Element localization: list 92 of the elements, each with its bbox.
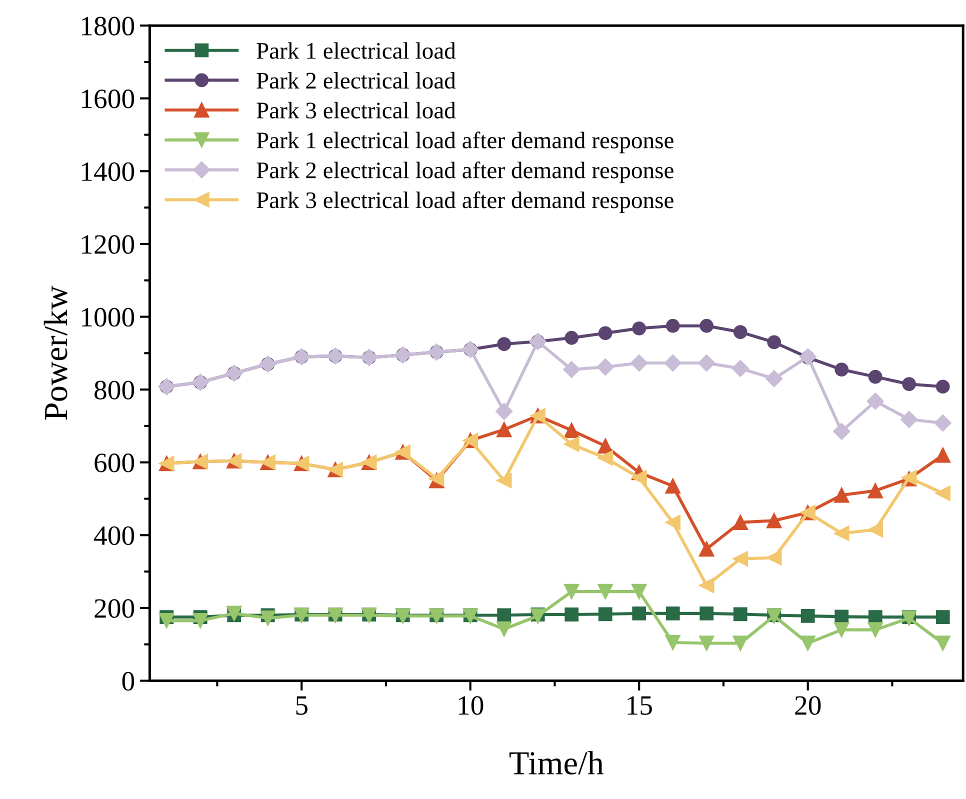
x-axis-title: Time/h [509,751,604,775]
point [598,584,613,600]
point [564,608,579,622]
point [698,578,714,594]
point [902,377,916,392]
point [834,487,850,503]
point [564,584,580,600]
y-tick-label: 1800 [82,16,134,36]
point [158,613,174,628]
y-tick-label: 400 [94,526,134,546]
point [564,422,580,438]
point [192,613,208,628]
point [496,621,512,637]
x-tick-label: 10 [458,696,484,715]
point [800,636,816,651]
point [664,354,682,372]
point [834,526,850,541]
point [868,370,882,384]
point [766,512,782,528]
y-axis-title: Power/kw [44,286,68,420]
point [631,470,647,486]
y-tick-label: 1200 [82,235,134,254]
point [935,447,950,463]
point [900,410,918,428]
point [598,450,613,466]
y-tick-label: 200 [94,599,134,618]
point [632,321,646,336]
x-tick-label: 15 [628,696,652,715]
y-tick-label: 0 [122,672,134,691]
legend-label: Park 2 electrical load [256,72,456,89]
point [700,606,714,620]
x-tick-label: 20 [795,696,821,715]
point [833,422,850,440]
point [497,337,512,352]
point [732,514,748,530]
y-tick-label: 800 [94,380,134,400]
point [260,610,276,626]
point [665,634,680,650]
legend-label: Park 2 electrical load after demand response [256,161,674,184]
point [866,392,884,410]
point [698,636,714,651]
legend-label: Park 1 electrical load after demand response [256,132,674,154]
y-tick-label: 1600 [82,90,134,108]
point [732,551,748,566]
point [665,478,680,494]
point [733,607,748,622]
point [598,607,612,622]
point [698,541,714,557]
y-tick-label: 600 [94,454,134,472]
point [632,606,646,620]
point [733,325,748,339]
point [868,483,883,498]
point [868,522,883,538]
point [598,326,612,340]
point [732,636,748,651]
point [665,514,680,530]
point [936,380,950,394]
x-tick-label: 5 [296,696,308,715]
point [732,360,749,377]
legend-label: Park 3 electrical load after demand response [256,191,674,214]
point [564,330,579,345]
point [564,436,580,452]
point [496,402,513,420]
point [598,438,613,454]
y-tick-label: 1400 [82,162,134,182]
y-tick-label: 1000 [82,308,134,327]
point [766,370,783,388]
point [698,354,716,372]
point [834,610,849,624]
point [936,610,950,624]
point [935,486,950,501]
point [666,606,680,620]
point [596,358,614,376]
point [666,318,680,333]
point [496,472,512,488]
legend-label: Park 1 electrical load [256,42,456,59]
point [563,360,580,378]
point [497,608,512,622]
legend-label: Park 3 electrical load [256,102,456,118]
point [630,354,648,372]
point [631,584,647,600]
point [700,318,714,333]
point [767,335,782,350]
point [834,362,849,376]
point [496,422,512,438]
point [868,622,883,638]
point [800,609,815,623]
point [834,622,850,638]
point [799,348,816,366]
point [934,414,952,432]
point [766,550,782,566]
point [935,636,950,651]
